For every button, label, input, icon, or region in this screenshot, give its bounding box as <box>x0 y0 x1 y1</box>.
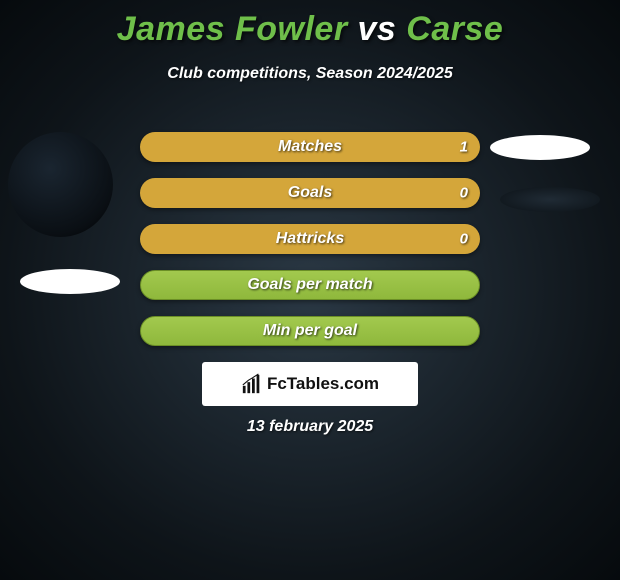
bar-min-per-goal: Min per goal <box>140 316 480 346</box>
bar-label: Min per goal <box>263 322 357 340</box>
comparison-subtitle: Club competitions, Season 2024/2025 <box>0 65 620 83</box>
bar-label: Goals per match <box>247 276 372 294</box>
bar-value: 0 <box>460 185 468 202</box>
player1-avatar <box>8 132 113 237</box>
vs-text: vs <box>358 10 397 48</box>
bar-matches: Matches 1 <box>140 132 480 162</box>
player2-stat-pill-1 <box>490 135 590 160</box>
bar-goals-per-match: Goals per match <box>140 270 480 300</box>
bar-value: 1 <box>460 139 468 156</box>
bar-label: Matches <box>278 138 342 156</box>
bar-value: 0 <box>460 231 468 248</box>
player2-name: Carse <box>406 10 503 48</box>
site-logo-text: FcTables.com <box>267 374 379 394</box>
bar-label: Goals <box>288 184 332 202</box>
player1-name: James Fowler <box>117 10 348 48</box>
snapshot-date: 13 february 2025 <box>0 418 620 436</box>
bar-goals: Goals 0 <box>140 178 480 208</box>
bar-label: Hattricks <box>276 230 344 248</box>
player2-stat-pill-2 <box>500 187 600 212</box>
player1-stat-pill <box>20 269 120 294</box>
comparison-bars: Matches 1 Goals 0 Hattricks 0 Goals per … <box>140 132 480 362</box>
chart-icon <box>241 373 263 395</box>
site-logo-box: FcTables.com <box>202 362 418 406</box>
bar-hattricks: Hattricks 0 <box>140 224 480 254</box>
comparison-title: James Fowler vs Carse <box>0 10 620 49</box>
